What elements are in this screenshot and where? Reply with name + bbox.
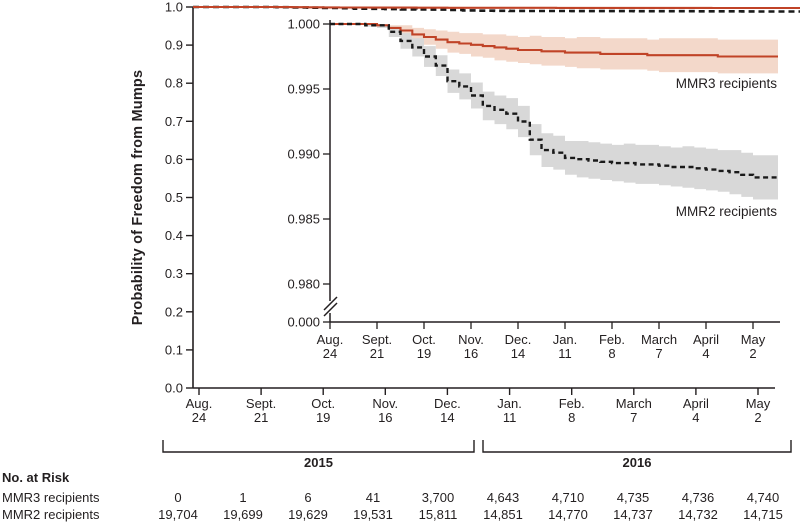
main-y-tick-label: 0.6 (165, 152, 183, 167)
main-x-tick-label-day: 14 (440, 410, 454, 425)
inset-x-tick-label-month: April (693, 332, 719, 347)
inset-x-tick-label-month: March (641, 332, 677, 347)
main-x-tick-label-month: Feb. (559, 396, 585, 411)
main-x-tick-label-day: 2 (754, 410, 761, 425)
risk-cell-mmr2-0: 19,704 (158, 507, 198, 522)
inset-y-tick-label: 0.000 (287, 315, 320, 330)
risk-cell-mmr2-5: 14,851 (483, 507, 523, 522)
inset-x-tick-label-day: 2 (749, 346, 756, 361)
inset-x-tick-label-month: Feb. (599, 332, 625, 347)
inset-x-tick-label-day: 14 (511, 346, 525, 361)
year-bracket-2016 (482, 440, 792, 453)
risk-cell-mmr2-1: 19,699 (223, 507, 263, 522)
main-x-tick-label-month: March (616, 396, 652, 411)
inset-y-tick-label: 1.000 (287, 17, 320, 32)
main-x-tick-label-day: 24 (192, 410, 206, 425)
y-axis-title: Probability of Freedom from Mumps (130, 69, 146, 326)
risk-cell-mmr3-8: 4,736 (681, 490, 715, 505)
inset-y-tick-label: 0.990 (287, 147, 320, 162)
risk-row-label-mmr3: MMR3 recipients (2, 490, 100, 505)
risk-row-label-mmr2: MMR2 recipients (2, 507, 100, 522)
inset-x-tick-label-day: 11 (558, 346, 572, 361)
inset-x-tick-label-day: 16 (464, 346, 478, 361)
inset-x-tick-label-month: Oct. (412, 332, 436, 347)
main-x-tick-label-day: 7 (630, 410, 637, 425)
main-y-tick-label: 0.4 (165, 228, 183, 243)
risk-cell-mmr2-4: 15,811 (418, 507, 458, 522)
main-y-tick-label: 0.3 (165, 266, 183, 281)
risk-cell-mmr2-3: 19,531 (353, 507, 393, 522)
risk-cell-mmr2-7: 14,737 (613, 507, 653, 522)
year-bracket-2015 (162, 440, 475, 453)
inset-x-tick-label-day: 21 (370, 346, 384, 361)
main-x-tick-label-day: 21 (254, 410, 268, 425)
risk-cell-mmr3-1: 1 (239, 490, 247, 505)
inset-y-tick-label: 0.995 (287, 82, 320, 97)
mmr3-main-curve (193, 5, 800, 10)
main-x-tick-label-day: 16 (378, 410, 392, 425)
inset-x-tick-label-month: Nov. (458, 332, 484, 347)
main-y-tick-label: 0.0 (165, 381, 183, 396)
risk-cell-mmr3-5: 4,643 (486, 490, 520, 505)
risk-cell-mmr3-9: 4,740 (746, 490, 780, 505)
main-y-tick-label: 0.7 (165, 114, 183, 129)
main-y-tick-label: 0.9 (165, 38, 183, 53)
mmr3-series-label: MMR3 recipients (675, 76, 777, 91)
main-x-tick-label-day: 19 (316, 410, 330, 425)
risk-cell-mmr2-2: 19,629 (288, 507, 328, 522)
inset-x-tick-label-day: 8 (608, 346, 615, 361)
mmr2-confidence-band (330, 24, 778, 200)
risk-cell-mmr3-0: 0 (174, 490, 182, 505)
risk-cell-mmr3-7: 4,735 (616, 490, 650, 505)
inset-y-tick-label: 0.985 (287, 212, 320, 227)
inset-x-tick-label-month: Dec. (505, 332, 532, 347)
main-x-tick-label-month: April (683, 396, 709, 411)
main-x-tick-label-month: Dec. (434, 396, 461, 411)
inset-axis-break-slash (323, 302, 338, 317)
risk-cell-mmr3-6: 4,710 (551, 490, 585, 505)
main-y-tick-label: 1.0 (165, 0, 183, 15)
inset-x-tick-label-day: 4 (702, 346, 709, 361)
main-y-tick-label: 0.2 (165, 304, 183, 319)
main-x-tick-label-month: Aug. (186, 396, 213, 411)
main-x-tick-label-month: Nov. (372, 396, 398, 411)
inset-x-tick-label-day: 19 (417, 346, 431, 361)
mmr2-series-label: MMR2 recipients (675, 204, 777, 219)
mmr2-inset-curve (330, 22, 778, 179)
risk-cell-mmr3-3: 41 (365, 490, 381, 505)
inset-axis-break-slash (323, 296, 338, 311)
main-x-tick-label-day: 8 (568, 410, 575, 425)
inset-x-tick-label-month: May (741, 332, 766, 347)
main-y-tick-label: 0.8 (165, 76, 183, 91)
mmr3-inset-curve (330, 22, 778, 58)
risk-cell-mmr2-9: 14,715 (743, 507, 783, 522)
main-x-tick-label-month: May (746, 396, 771, 411)
inset-y-tick-label: 0.980 (287, 277, 320, 292)
main-y-tick-label: 0.5 (165, 190, 183, 205)
inset-x-tick-label-month: Jan. (553, 332, 578, 347)
risk-table-header: No. at Risk (2, 470, 70, 485)
main-x-tick-label-month: Sept. (246, 396, 276, 411)
inset-x-tick-label-day: 7 (655, 346, 662, 361)
risk-cell-mmr3-2: 6 (304, 490, 312, 505)
risk-cell-mmr3-4: 3,700 (421, 490, 455, 505)
inset-x-tick-label-day: 24 (323, 346, 337, 361)
inset-x-tick-label-month: Sept. (362, 332, 392, 347)
inset-x-tick-label-month: Aug. (317, 332, 344, 347)
mmr3-confidence-band (330, 24, 778, 74)
risk-cell-mmr2-8: 14,732 (678, 507, 718, 522)
main-x-tick-label-day: 4 (692, 410, 699, 425)
main-y-tick-label: 0.1 (165, 342, 183, 357)
main-x-tick-label-day: 11 (503, 410, 517, 425)
main-x-tick-label-month: Oct. (311, 396, 335, 411)
year-label-2015: 2015 (304, 455, 333, 470)
risk-cell-mmr2-6: 14,770 (548, 507, 588, 522)
main-x-tick-label-month: Jan. (497, 396, 522, 411)
year-label-2016: 2016 (622, 455, 652, 470)
